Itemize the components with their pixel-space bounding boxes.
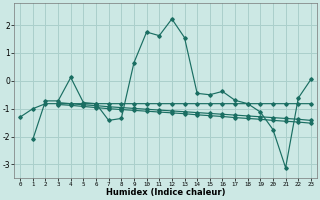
X-axis label: Humidex (Indice chaleur): Humidex (Indice chaleur) [106, 188, 225, 197]
